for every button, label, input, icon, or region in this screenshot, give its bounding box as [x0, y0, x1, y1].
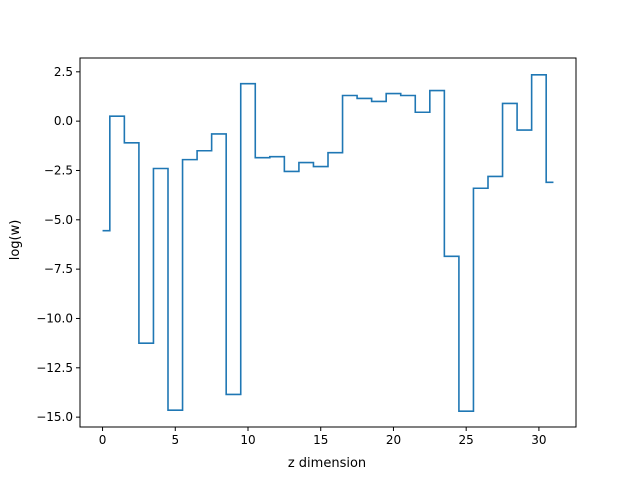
y-tick-label: −15.0	[36, 410, 73, 424]
y-tick-label: −12.5	[36, 361, 73, 375]
y-axis-label: log(w)	[8, 220, 23, 261]
y-tick-label: 0.0	[54, 114, 73, 128]
y-tick-label: −7.5	[44, 262, 73, 276]
x-tick-label: 0	[99, 433, 107, 447]
x-tick-label: 25	[459, 433, 474, 447]
x-axis-label: z dimension	[288, 456, 366, 471]
axes-frame	[79, 57, 577, 428]
x-tick-label: 15	[313, 433, 328, 447]
y-tick-label: −10.0	[36, 311, 73, 325]
y-axis-ticks: 2.5 0.0 −2.5 −5.0 −7.5 −10.0 −12.5 −15.0	[36, 65, 80, 424]
y-tick-label: −5.0	[44, 213, 73, 227]
y-tick-label: −2.5	[44, 163, 73, 177]
y-tick-label: 2.5	[54, 65, 73, 79]
data-series-line	[102, 73, 554, 413]
x-tick-label: 30	[531, 433, 546, 447]
x-tick-label: 10	[240, 433, 255, 447]
x-tick-label: 5	[171, 433, 179, 447]
x-axis-ticks: 0 5 10 15 20 25 30	[99, 427, 547, 447]
plot-area	[79, 57, 577, 428]
x-tick-label: 20	[386, 433, 401, 447]
